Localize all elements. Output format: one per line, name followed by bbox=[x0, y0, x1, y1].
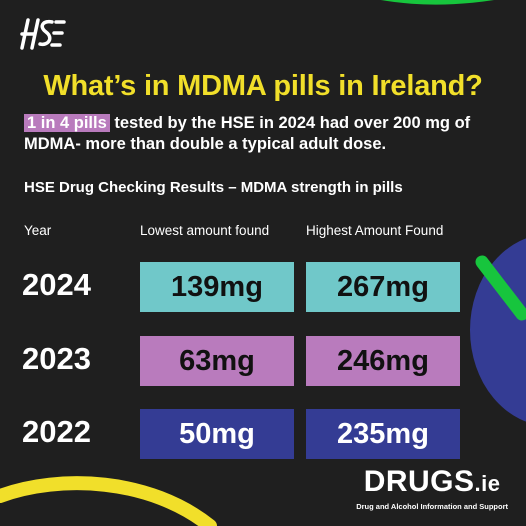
column-header-highest: Highest Amount Found bbox=[306, 223, 444, 238]
highest-cell-2024: 267mg bbox=[306, 262, 460, 312]
row-year-2022: 2022 bbox=[22, 414, 91, 449]
column-header-year: Year bbox=[24, 223, 52, 238]
intro-highlight: 1 in 4 pills bbox=[24, 114, 110, 132]
green-stripe-decoration bbox=[475, 255, 526, 321]
drugs-ie-brand: DRUGS.ie Drug and Alcohol Information an… bbox=[356, 466, 508, 512]
highest-cell-2022: 235mg bbox=[306, 409, 460, 459]
brand-tagline: Drug and Alcohol Information and Support bbox=[356, 502, 508, 511]
page-title: What’s in MDMA pills in Ireland? bbox=[43, 70, 483, 102]
intro-text: 1 in 4 pills tested by the HSE in 2024 h… bbox=[24, 113, 504, 155]
hse-logo-icon bbox=[20, 18, 66, 50]
row-year-2024: 2024 bbox=[22, 267, 91, 302]
brand-word: DRUGS bbox=[363, 465, 475, 498]
lowest-cell-2023: 63mg bbox=[140, 336, 294, 386]
row-year-2023: 2023 bbox=[22, 341, 91, 376]
column-header-lowest: Lowest amount found bbox=[140, 223, 270, 238]
lowest-cell-2024: 139mg bbox=[140, 262, 294, 312]
brand-domain: .ie bbox=[474, 471, 501, 496]
green-arc-top-decoration bbox=[380, 0, 494, 5]
yellow-arc-bottom-decoration bbox=[0, 476, 217, 526]
lowest-cell-2022: 50mg bbox=[140, 409, 294, 459]
navy-circle-decoration bbox=[470, 238, 526, 422]
brand-name: DRUGS.ie bbox=[356, 466, 508, 500]
highest-cell-2023: 246mg bbox=[306, 336, 460, 386]
section-subtitle: HSE Drug Checking Results – MDMA strengt… bbox=[24, 179, 403, 196]
intro-rest: tested by the HSE in 2024 had over 200 m… bbox=[24, 114, 471, 153]
